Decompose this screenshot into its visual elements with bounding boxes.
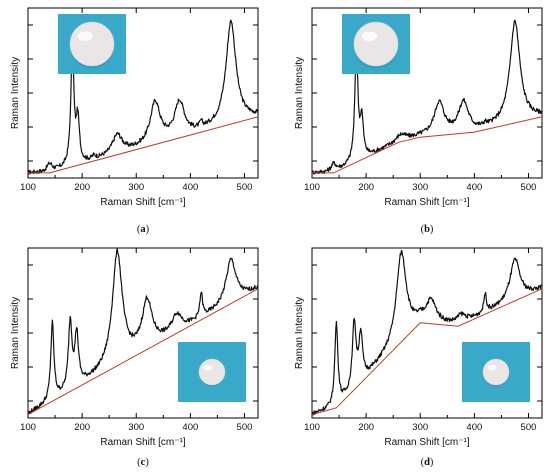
x-tick-label: 200: [358, 182, 374, 193]
x-axis-label: Raman Shift [cm⁻¹]: [384, 437, 470, 448]
x-tick-label: 400: [182, 422, 198, 433]
baseline-line: [311, 288, 543, 416]
x-tick-label: 400: [182, 182, 198, 193]
raman-spectrum-line: [27, 248, 259, 414]
panel-a: 100 200 300 400 500 Raman Shift [cm⁻¹] Raman I…: [10, 7, 259, 235]
x-tick-label: 200: [74, 422, 90, 433]
x-axis-label: Raman Shift [cm⁻¹]: [100, 197, 186, 208]
x-tick-label: 300: [128, 422, 144, 433]
x-tick-label: 500: [521, 422, 537, 433]
y-axis-label: Raman Intensity: [10, 57, 21, 129]
sphere-highlight: [203, 364, 213, 371]
sphere-sample: [353, 21, 399, 67]
panel-label: (a): [137, 224, 150, 235]
sample-photo-inset: [178, 342, 246, 402]
sample-photo-inset: [342, 14, 410, 74]
x-tick-label: 100: [20, 182, 36, 193]
x-tick-label: 500: [521, 182, 537, 193]
x-tick-label: 200: [358, 422, 374, 433]
x-tick-label: 300: [412, 182, 428, 193]
panel-label: (c): [137, 457, 149, 468]
x-tick-label: 500: [237, 422, 253, 433]
y-axis-label: Raman Intensity: [10, 297, 21, 369]
sample-photo-inset: [58, 14, 126, 74]
x-tick-label: 100: [304, 182, 320, 193]
raman-spectrum-line: [311, 19, 543, 175]
panel-label: (d): [421, 457, 434, 468]
x-axis-label: Raman Shift [cm⁻¹]: [384, 197, 470, 208]
panel-d: 100 200 300 400 500 Raman Shift [cm⁻¹] Raman I…: [294, 247, 543, 468]
sphere-sample: [482, 358, 510, 386]
x-tick-label: 300: [128, 182, 144, 193]
x-tick-label: 500: [237, 182, 253, 193]
panel-b: 100 200 300 400 500 Raman Shift [cm⁻¹] Raman I…: [294, 7, 543, 235]
x-tick-label: 400: [466, 182, 482, 193]
sphere-highlight: [361, 31, 378, 42]
sphere-sample: [69, 21, 115, 67]
raman-spectrum-line: [27, 19, 259, 175]
x-axis-label: Raman Shift [cm⁻¹]: [100, 437, 186, 448]
sphere-sample: [198, 358, 226, 386]
x-tick-label: 200: [74, 182, 90, 193]
y-axis-label: Raman Intensity: [294, 57, 305, 129]
raman-spectrum-line: [311, 249, 543, 416]
x-tick-label: 100: [304, 422, 320, 433]
sphere-highlight: [487, 364, 497, 371]
x-tick-label: 400: [466, 422, 482, 433]
x-tick-label: 100: [20, 422, 36, 433]
sphere-highlight: [77, 31, 94, 42]
x-tick-label: 300: [412, 422, 428, 433]
panel-c: 100 200 300 400 500 Raman Shift [cm⁻¹] Raman I…: [10, 247, 259, 468]
baseline-line: [27, 288, 259, 416]
y-axis-label: Raman Intensity: [294, 297, 305, 369]
baseline-line: [312, 116, 543, 174]
baseline-line: [28, 116, 259, 174]
sample-photo-inset: [462, 342, 530, 402]
panel-label: (b): [421, 224, 434, 235]
